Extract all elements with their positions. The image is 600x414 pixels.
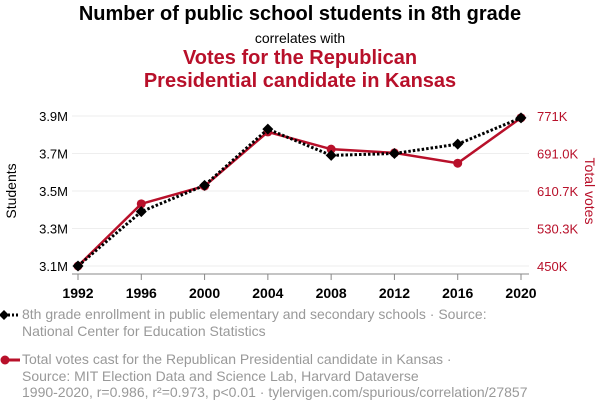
y2-tick-label: 691.0K (537, 146, 579, 161)
y2-tick-label: 610.7K (537, 184, 579, 199)
series-votes-point (136, 199, 146, 209)
y-axis-label: Students (3, 163, 19, 218)
x-tick-label: 1996 (126, 285, 157, 300)
series-votes-point (326, 144, 336, 154)
legend-text-votes-line2: Source: MIT Election Data and Science La… (22, 368, 419, 384)
x-tick-label: 2012 (379, 285, 410, 300)
series-students-point (325, 149, 337, 161)
legend-text-students-line1: 8th grade enrollment in public elementar… (22, 306, 487, 322)
chart-title: Number of public school students in 8th … (78, 3, 522, 25)
y2-tick-label: 450K (537, 259, 568, 274)
y-tick-label: 3.9M (39, 109, 68, 124)
y2-tick-label: 530.3K (537, 221, 579, 236)
y-tick-label: 3.3M (39, 222, 68, 237)
x-tick-label: 2000 (189, 285, 220, 300)
x-tick-label: 2016 (442, 285, 473, 300)
series-votes-line (77, 116, 522, 267)
x-tick-label: 2020 (505, 285, 536, 300)
gridlines (72, 115, 529, 267)
x-tick-label: 2004 (252, 285, 283, 300)
chart-subtitle: correlates with (254, 30, 346, 46)
legend: 8th grade enrollment in public elementar… (0, 306, 600, 385)
series-votes-point (453, 158, 463, 168)
series-students-point (262, 123, 274, 135)
legend-text-students-line2: National Center for Education Statistics (22, 323, 266, 339)
y2-axis-label: Total votes (582, 158, 598, 225)
x-tick-label: 2008 (316, 285, 347, 300)
y-tick-label: 3.1M (39, 259, 68, 274)
chart-svg: 3.1M 3.3M 3.5M 3.7M 3.9M 450K 530.3K 610.7K 691.… (3, 109, 598, 300)
y-tick-label: 3.5M (39, 184, 68, 199)
y2-tick-label: 771K (537, 109, 568, 124)
series-students-line (77, 116, 522, 268)
legend-text-votes-line1: Total votes cast for the Republican Pres… (22, 351, 452, 367)
series-students-point (72, 260, 84, 272)
footnote: 1990-2020, r=0.986, r²=0.973, p<0.01 · t… (22, 384, 528, 400)
series-students-point (199, 179, 211, 191)
series-layer (72, 112, 527, 272)
legend-item-votes: Total votes cast for the Republican Pres… (0, 351, 600, 385)
series-students-point (388, 148, 400, 159)
red-circle-line-icon (0, 355, 20, 365)
dotted-diamond-line-icon (0, 310, 20, 320)
secondary-title-text: Votes for the Republican Presidential ca… (143, 47, 457, 92)
axes: 3.1M 3.3M 3.5M 3.7M 3.9M 450K 530.3K 610.7K 691.… (39, 109, 578, 300)
y-tick-label: 3.7M (39, 147, 68, 162)
chart-title-secondary: Votes for the Republican Presidential ca… (0, 47, 600, 93)
series-students-point (515, 112, 527, 124)
series-students-point (452, 138, 464, 150)
legend-item-students: 8th grade enrollment in public elementar… (0, 306, 600, 340)
series-students-point (135, 206, 147, 218)
x-tick-label: 1992 (62, 285, 93, 300)
